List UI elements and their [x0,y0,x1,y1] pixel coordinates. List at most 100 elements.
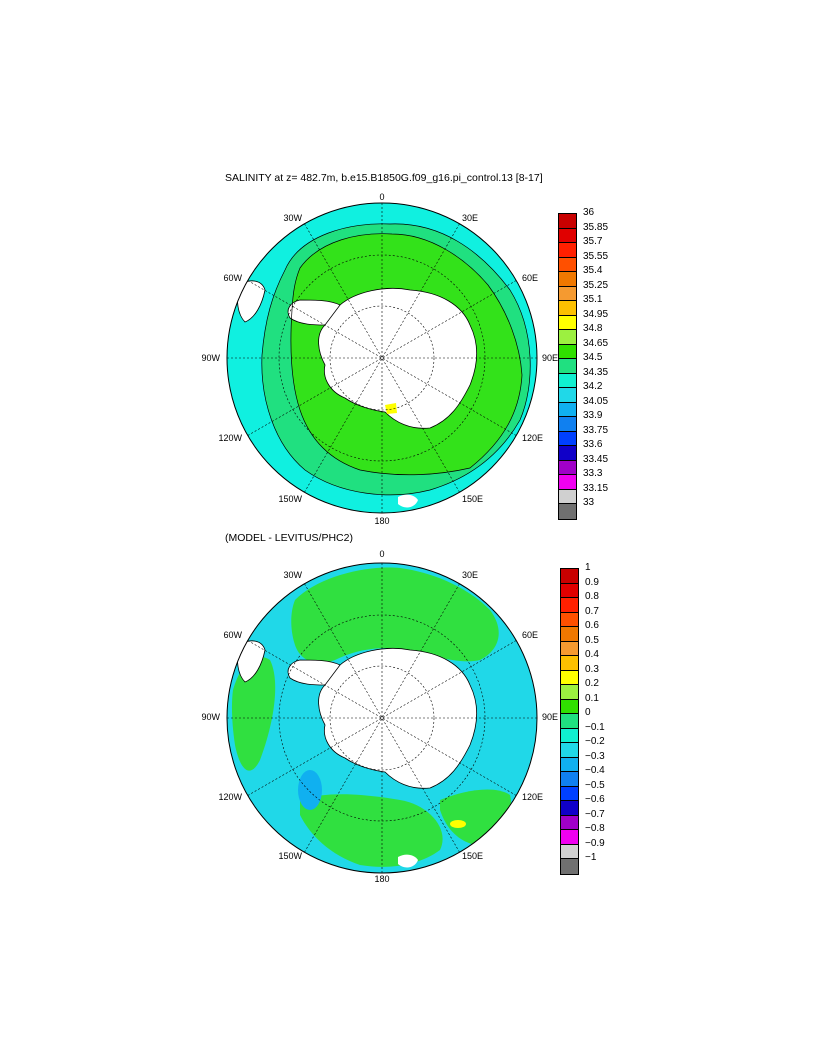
panel1-peninsula [287,299,341,326]
panel2-lon-30w: 30W [283,570,302,580]
colorbar-tick-label: 34.35 [583,366,609,378]
colorbar-segment [559,272,576,287]
panel2-colorbar [560,568,579,875]
panel1-lon-0: 0 [379,192,385,202]
panel1-lon-120e: 120E [522,433,544,443]
panel1-ocean-cyan [227,203,537,513]
panel1-new-zealand [398,494,418,508]
colorbar-tick-label: 33.6 [583,439,603,450]
colorbar-tick-label: 33.15 [583,482,609,494]
colorbar-segment [561,569,578,584]
colorbar-segment [561,830,578,845]
colorbar-tick-label: 34.8 [583,323,603,334]
colorbar-segment [559,301,576,316]
colorbar-segment [561,685,578,700]
colorbar-tick-label: 34.2 [583,381,603,392]
panel2-lon-120w: 120W [218,792,242,802]
panel1-lon-150w: 150W [278,494,302,504]
panel1-yellow-patch [385,403,397,414]
colorbar-segment [561,714,578,729]
colorbar-tick-label: 0.2 [585,678,599,689]
colorbar-segment [559,257,576,272]
panel2-yellow-patch [450,820,466,828]
panel1-colorbar [558,213,577,520]
colorbar-segment [559,431,576,446]
colorbar-tick-label: −0.9 [585,837,605,849]
panel2-lon-150e: 150E [462,851,484,861]
colorbar-segment [561,728,578,743]
colorbar-tick-label: 1 [585,562,591,573]
colorbar-tick-label: 34.5 [583,352,603,363]
colorbar-tick-label: 34.05 [583,395,609,407]
colorbar-tick-label: −0.4 [585,765,605,776]
panel1-lon-60e: 60E [522,273,539,283]
colorbar-tick-label: 33.9 [583,410,603,421]
colorbar-segment [559,417,576,432]
colorbar-segment [561,743,578,758]
colorbar-segment [559,402,576,417]
colorbar-segment [559,388,576,403]
panel1-lon-90e: 90E [542,353,559,363]
colorbar-tick-label: 0.1 [585,692,599,704]
colorbar-segment [559,475,576,490]
colorbar-tick-label: 0.9 [585,576,599,588]
colorbar-tick-label: −0.7 [585,808,605,820]
colorbar-tick-label: 0.3 [585,663,599,675]
colorbar-segment [559,446,576,461]
panel2-lon-0: 0 [379,549,385,559]
colorbar-segment [559,315,576,330]
colorbar-segment [559,460,576,475]
colorbar-segment [559,330,576,345]
panel2-diff-zone-green-east [440,789,511,845]
colorbar-tick-label: 35.25 [583,279,609,291]
panel2-peninsula [287,659,341,686]
colorbar-tick-label: −0.2 [585,736,605,747]
panel2-diff-zone-green-west [231,656,276,771]
panel2-south-america [237,640,266,683]
panel1-salinity-zone-teal [261,223,531,495]
colorbar-segment [561,757,578,772]
colorbar-segment [561,815,578,830]
colorbar-tick-label: −0.1 [585,721,605,733]
panel1-title: SALINITY at z= 482.7m, b.e15.B1850G.f09_… [225,172,543,184]
colorbar-segment [559,344,576,359]
panel2-ocean-cyan [227,563,537,873]
colorbar-tick-label: 0.4 [585,649,599,660]
panel2-lon-180: 180 [374,874,390,884]
panel1-salinity-zone-green [290,233,522,475]
panel1-lon-30e: 30E [462,213,479,223]
colorbar-tick-label: −1 [585,852,597,863]
colorbar-tick-label: 35.7 [583,236,603,247]
colorbar-tick-label: 0.8 [585,591,599,602]
panel1-antarctica [318,287,478,429]
colorbar-tick-label: 33 [583,497,595,508]
panel1-lon-90w: 90W [201,353,220,363]
colorbar-tick-label: 35.4 [583,265,603,276]
panel1-lon-30w: 30W [283,213,302,223]
colorbar-segment [561,583,578,598]
colorbar-tick-label: 0.5 [585,634,599,646]
colorbar-tick-label: 35.85 [583,221,609,233]
colorbar-tick-label: 34.95 [583,308,609,320]
panel1-lon-180: 180 [374,516,390,526]
colorbar-segment [561,641,578,656]
colorbar-tick-label: −0.8 [585,823,605,834]
colorbar-segment [559,489,576,504]
colorbar-segment [561,656,578,671]
colorbar-segment [561,670,578,685]
panel2-lon-60w: 60W [223,630,242,640]
colorbar-segment [559,286,576,301]
panel2-diff-zone-green-north [291,567,499,664]
panel2-lon-120e: 120E [522,792,544,802]
colorbar-tick-label: −0.6 [585,794,605,805]
colorbar-segment [561,859,578,874]
panel2-lon-90w: 90W [201,712,220,722]
colorbar-segment [561,786,578,801]
colorbar-segment [561,627,578,642]
colorbar-segment [559,243,576,258]
colorbar-tick-label: 0.6 [585,620,599,631]
colorbar-segment [559,373,576,388]
panel1-lon-120w: 120W [218,433,242,443]
colorbar-tick-label: −0.5 [585,779,605,791]
colorbar-tick-label: 36 [583,207,595,218]
